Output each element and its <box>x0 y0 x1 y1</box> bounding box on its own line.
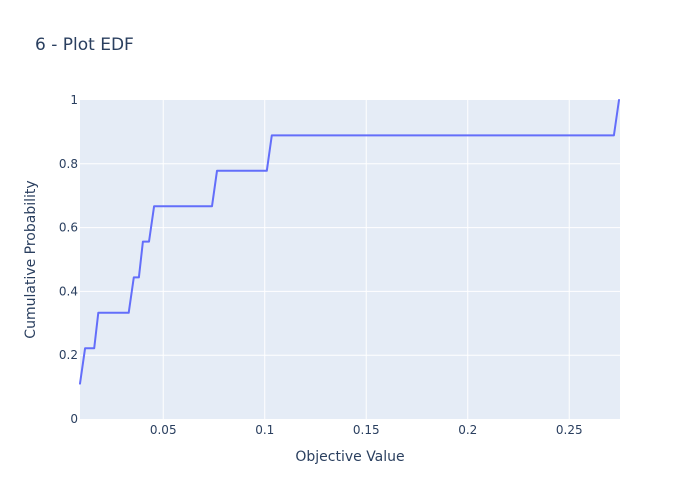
grid-lines <box>80 100 620 419</box>
y-tick-label: 0 <box>70 412 78 426</box>
y-tick-label: 0.6 <box>59 221 78 235</box>
y-axis-ticks: 0 0.2 0.4 0.6 0.8 1 <box>59 93 78 426</box>
x-tick-label: 0.05 <box>150 423 177 437</box>
y-tick-label: 0.4 <box>59 284 78 298</box>
x-tick-label: 0.15 <box>353 423 380 437</box>
y-tick-label: 1 <box>70 93 78 107</box>
y-tick-label: 0.2 <box>59 348 78 362</box>
chart-title: 6 - Plot EDF <box>35 35 134 55</box>
x-tick-label: 0.2 <box>458 423 477 437</box>
y-tick-label: 0.8 <box>59 157 78 171</box>
x-tick-label: 0.25 <box>556 423 583 437</box>
x-axis-label: Objective Value <box>295 449 404 465</box>
series-layer <box>79 99 620 385</box>
x-tick-label: 0.1 <box>255 423 274 437</box>
y-axis-label: Cumulative Probability <box>23 180 39 338</box>
plot-area[interactable] <box>80 100 620 419</box>
x-axis-ticks: 0.05 0.1 0.15 0.2 0.25 <box>150 423 583 437</box>
edf-line <box>79 99 620 385</box>
